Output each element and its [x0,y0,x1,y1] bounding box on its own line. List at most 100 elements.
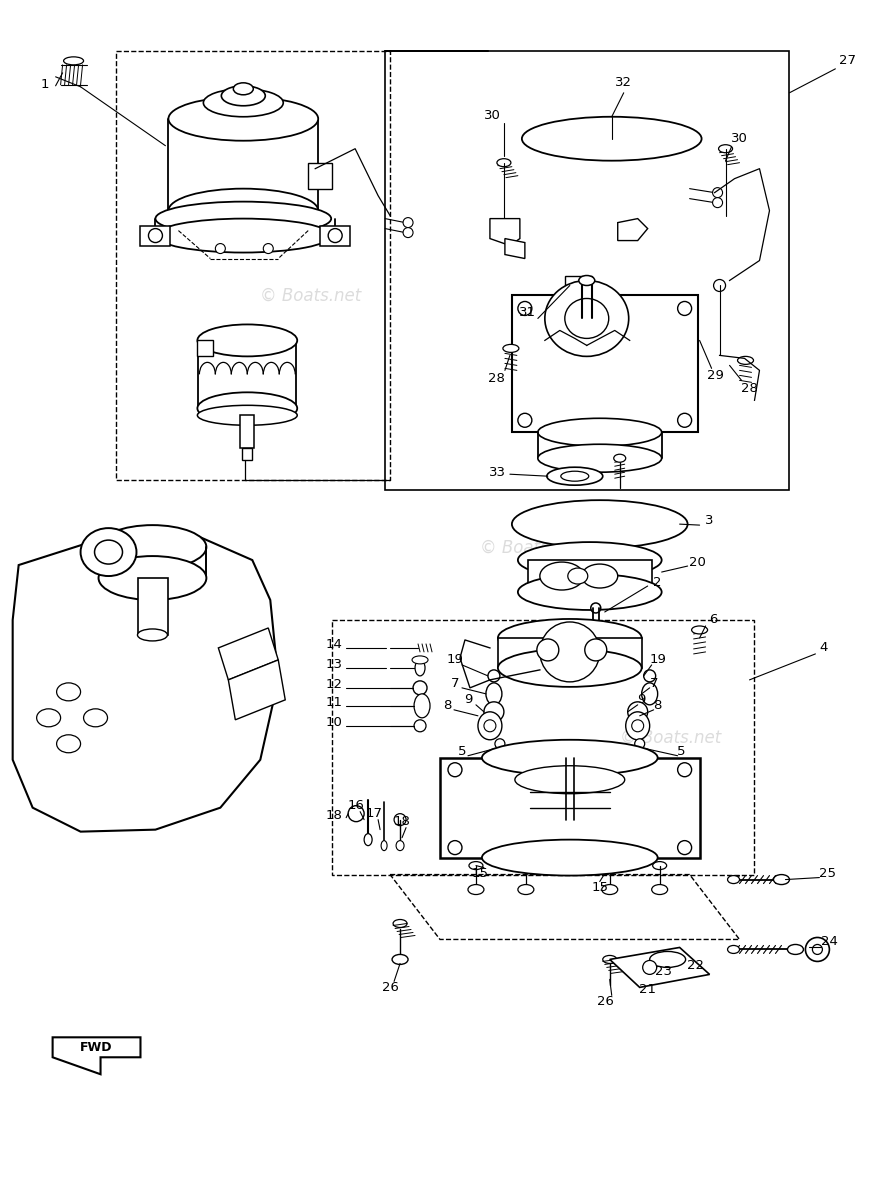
Ellipse shape [692,626,708,634]
Text: 12: 12 [325,678,342,691]
Ellipse shape [233,83,253,95]
Text: 4: 4 [820,642,828,654]
Ellipse shape [155,202,331,235]
Polygon shape [610,948,710,988]
Text: 29: 29 [707,368,724,382]
Ellipse shape [412,656,428,664]
Text: 19: 19 [649,654,666,666]
Ellipse shape [512,500,688,548]
Text: 24: 24 [821,935,838,948]
Ellipse shape [568,568,587,584]
Text: 9: 9 [463,694,472,707]
Ellipse shape [589,625,602,635]
Ellipse shape [469,862,483,870]
Ellipse shape [482,739,657,775]
Ellipse shape [36,709,60,727]
Text: © Boats.net: © Boats.net [19,713,120,731]
Ellipse shape [737,356,753,365]
Ellipse shape [522,116,702,161]
Circle shape [713,280,726,292]
Circle shape [488,670,500,682]
Ellipse shape [727,946,740,954]
Ellipse shape [545,281,629,356]
Text: 15: 15 [591,881,609,894]
Text: 21: 21 [639,983,657,996]
Text: 8: 8 [654,700,662,713]
Ellipse shape [393,919,407,928]
Text: 8: 8 [443,700,451,713]
Circle shape [495,739,505,749]
Circle shape [642,960,657,974]
Ellipse shape [773,875,789,884]
Text: 30: 30 [731,132,748,145]
Circle shape [585,638,607,661]
Text: 27: 27 [839,54,856,67]
Polygon shape [505,239,525,258]
Ellipse shape [518,542,662,578]
Polygon shape [498,638,641,668]
Ellipse shape [396,841,404,851]
Polygon shape [229,660,285,720]
Text: 11: 11 [325,696,342,709]
Text: 28: 28 [741,382,758,395]
Ellipse shape [57,683,81,701]
Text: 25: 25 [819,868,835,880]
Text: 2: 2 [653,576,662,588]
Ellipse shape [198,392,297,425]
Text: 26: 26 [597,995,614,1008]
Circle shape [591,602,601,613]
Circle shape [518,413,532,427]
Polygon shape [138,578,168,635]
Circle shape [414,720,426,732]
Polygon shape [440,757,700,858]
Ellipse shape [579,276,595,286]
Circle shape [537,638,559,661]
Text: 20: 20 [689,556,706,569]
Circle shape [403,217,413,228]
Ellipse shape [486,683,501,704]
Polygon shape [512,295,697,432]
Ellipse shape [626,712,649,739]
Ellipse shape [518,574,662,610]
Polygon shape [240,415,254,449]
Ellipse shape [414,694,430,718]
Text: © Boats.net: © Boats.net [619,728,721,746]
Text: 26: 26 [382,980,399,994]
Circle shape [413,680,427,695]
Ellipse shape [81,528,136,576]
Ellipse shape [95,540,122,564]
Text: 33: 33 [489,466,507,479]
Ellipse shape [204,89,284,116]
Polygon shape [218,628,278,680]
Text: 5: 5 [678,745,686,758]
Circle shape [328,228,342,242]
Ellipse shape [515,766,625,793]
Circle shape [215,244,225,253]
Ellipse shape [788,944,804,954]
Text: 28: 28 [488,372,505,385]
Circle shape [484,702,504,722]
Ellipse shape [540,562,584,590]
Polygon shape [490,218,520,246]
Circle shape [448,841,462,854]
Ellipse shape [649,952,686,967]
Ellipse shape [614,455,626,462]
Ellipse shape [498,649,641,686]
Circle shape [149,228,162,242]
Ellipse shape [561,472,589,481]
Ellipse shape [538,419,662,446]
Text: © Boats.net: © Boats.net [260,287,361,305]
Ellipse shape [64,56,83,65]
Circle shape [805,937,829,961]
Circle shape [448,763,462,776]
Ellipse shape [482,840,657,876]
Circle shape [403,228,413,238]
Ellipse shape [652,884,668,894]
Circle shape [678,413,692,427]
Text: 16: 16 [347,799,364,812]
Ellipse shape [198,406,297,425]
Ellipse shape [222,86,265,106]
Text: 5: 5 [458,745,466,758]
Ellipse shape [497,158,511,167]
Ellipse shape [381,841,387,851]
